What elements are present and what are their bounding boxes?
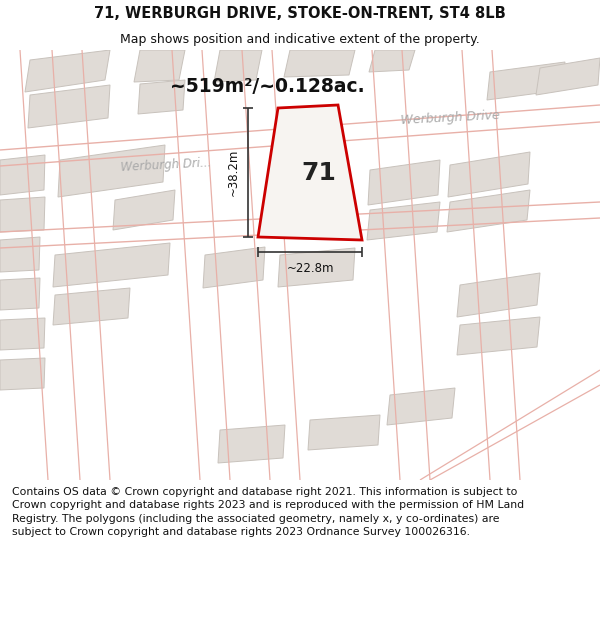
Polygon shape [0,358,45,390]
Polygon shape [0,197,45,232]
Polygon shape [258,105,362,240]
Polygon shape [214,50,262,82]
Polygon shape [369,50,415,72]
Polygon shape [138,80,185,114]
Polygon shape [0,278,40,310]
Polygon shape [0,237,40,272]
Polygon shape [53,288,130,325]
Polygon shape [218,425,285,463]
Text: Map shows position and indicative extent of the property.: Map shows position and indicative extent… [120,32,480,46]
Polygon shape [53,243,170,287]
Polygon shape [367,202,440,240]
Text: ~519m²/~0.128ac.: ~519m²/~0.128ac. [170,78,365,96]
Text: Werburgh Dri...: Werburgh Dri... [120,156,211,174]
Polygon shape [58,145,165,197]
Polygon shape [536,58,600,95]
Text: ~38.2m: ~38.2m [227,149,240,196]
Text: Werburgh Drive: Werburgh Drive [400,109,500,127]
Text: ~22.8m: ~22.8m [286,262,334,275]
Text: Contains OS data © Crown copyright and database right 2021. This information is : Contains OS data © Crown copyright and d… [12,488,524,537]
Polygon shape [0,318,45,350]
Polygon shape [447,190,530,232]
Polygon shape [0,155,45,195]
Polygon shape [28,85,110,128]
Polygon shape [113,190,175,230]
Polygon shape [368,160,440,205]
Polygon shape [203,247,265,288]
Polygon shape [448,152,530,197]
Polygon shape [278,248,355,287]
Polygon shape [134,50,185,82]
Text: 71: 71 [302,161,337,184]
Text: 71, WERBURGH DRIVE, STOKE-ON-TRENT, ST4 8LB: 71, WERBURGH DRIVE, STOKE-ON-TRENT, ST4 … [94,6,506,21]
Polygon shape [387,388,455,425]
Polygon shape [25,50,110,92]
Polygon shape [457,317,540,355]
Polygon shape [457,273,540,317]
Polygon shape [487,62,565,100]
Polygon shape [308,415,380,450]
Polygon shape [284,50,355,77]
